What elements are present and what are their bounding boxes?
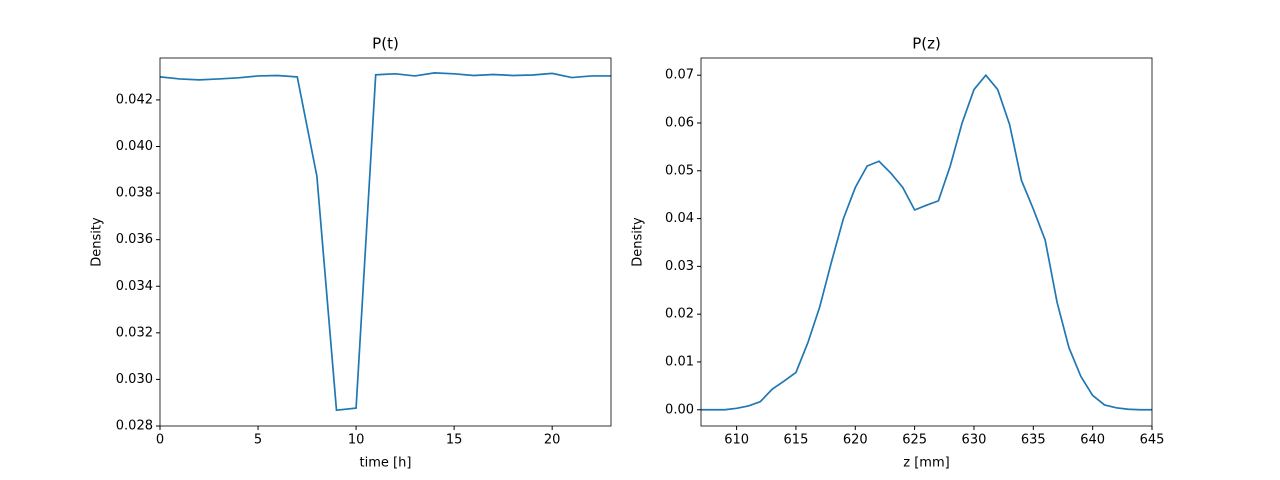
x-axis-label: z [mm] (903, 456, 949, 471)
data-line (160, 72, 611, 412)
y-tick-label: 0.06 (665, 115, 694, 130)
y-tick-label: 0.040 (116, 139, 153, 154)
y-tick-label: 0.00 (665, 402, 694, 417)
x-tick-label: 5 (254, 433, 262, 448)
x-tick-label: 625 (902, 433, 927, 448)
y-tick-label: 0.038 (116, 186, 153, 201)
y-tick-label: 0.042 (116, 92, 153, 107)
data-line (701, 73, 1152, 411)
x-tick-label: 640 (1080, 433, 1105, 448)
y-tick-label: 0.034 (116, 279, 153, 294)
y-tick-label: 0.032 (116, 325, 153, 340)
axes-frame (159, 57, 612, 427)
y-tick-label: 0.030 (116, 372, 153, 387)
x-tick-label: 10 (348, 433, 365, 448)
x-axis-label: time [h] (360, 456, 412, 471)
x-tick-label: 0 (156, 433, 164, 448)
y-tick-label: 0.05 (665, 163, 694, 178)
x-tick-label: 630 (962, 433, 987, 448)
y-tick-label: 0.07 (665, 68, 694, 83)
y-tick-label: 0.01 (665, 354, 694, 369)
chart-title: P(z) (912, 35, 941, 53)
x-tick-label: 610 (724, 433, 749, 448)
x-tick-label: 615 (784, 433, 809, 448)
y-tick-label: 0.04 (665, 211, 694, 226)
x-tick-label: 635 (1021, 433, 1046, 448)
y-axis-label: Density (90, 217, 105, 267)
chart-title: P(t) (372, 35, 399, 53)
y-axis-label: Density (631, 217, 646, 267)
x-tick-label: 645 (1140, 433, 1165, 448)
y-tick-label: 0.036 (116, 232, 153, 247)
y-tick-label: 0.028 (116, 419, 153, 434)
x-tick-label: 620 (843, 433, 868, 448)
x-tick-label: 20 (544, 433, 561, 448)
x-tick-label: 15 (446, 433, 463, 448)
axes-frame (700, 57, 1153, 427)
y-tick-label: 0.03 (665, 259, 694, 274)
y-tick-label: 0.02 (665, 307, 694, 322)
